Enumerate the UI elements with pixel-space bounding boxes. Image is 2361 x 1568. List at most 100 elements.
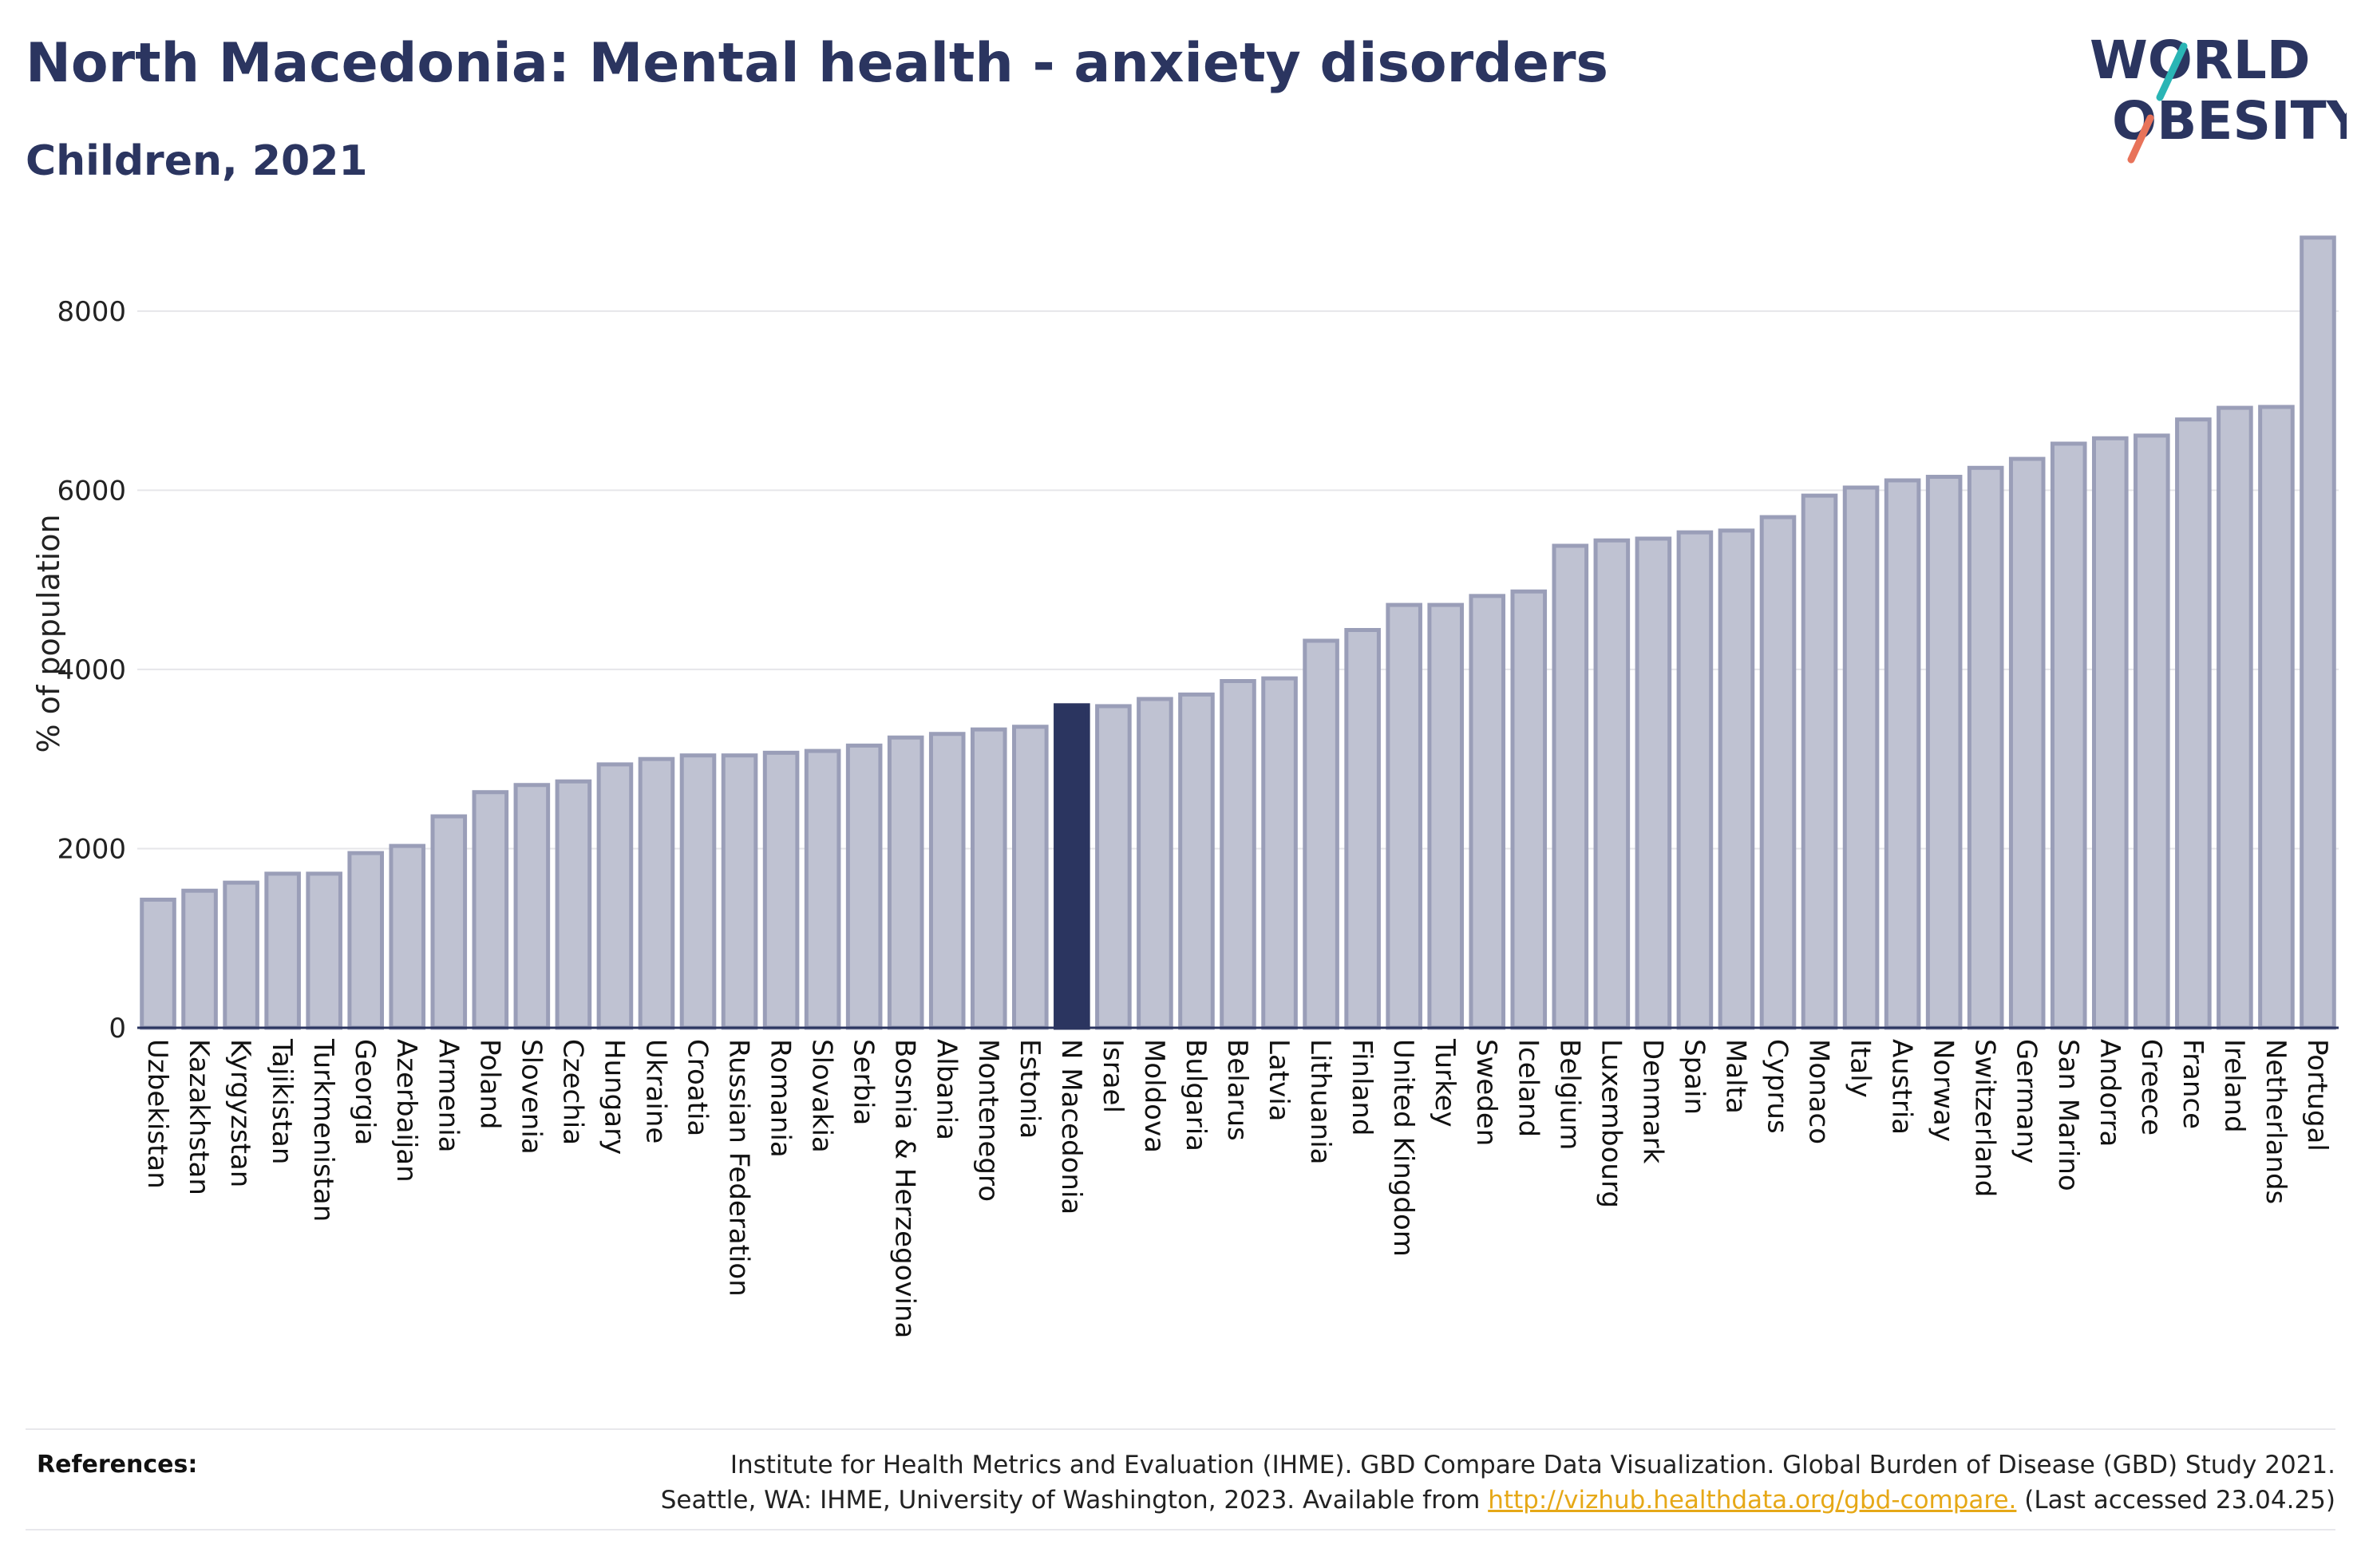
x-tick-label: Austria [1886,1039,1918,1135]
references-label: References: [37,1451,198,1479]
x-tick-label: Tajikistan [266,1038,298,1164]
x-tick-label: Luxembourg [1595,1039,1627,1208]
y-tick-label: 2000 [57,833,126,865]
x-tick-label: Lithuania [1304,1039,1336,1164]
bar [264,871,301,1030]
bar [555,779,592,1030]
x-tick-label: Poland [473,1039,505,1130]
x-tick-label: Denmark [1636,1039,1668,1164]
references-line-2: Seattle, WA: IHME, University of Washing… [661,1483,2335,1518]
x-tick-label: Slovenia [515,1039,547,1155]
bar [430,814,468,1030]
bar [389,843,426,1030]
gbd-compare-link[interactable]: http://vizhub.healthdata.org/gbd-compare… [1488,1486,2017,1515]
bar [2008,456,2046,1030]
x-tick-label: Monaco [1803,1039,1835,1144]
x-tick-label: Greece [2135,1039,2167,1136]
bar [804,748,841,1030]
bar [845,743,883,1030]
x-tick-label: Germany [2011,1039,2043,1163]
x-tick-label: Portugal [2301,1039,2333,1151]
references-line-1: Institute for Health Metrics and Evaluat… [730,1451,2335,1479]
bar [1261,676,1298,1030]
bar-highlight [1054,703,1090,1030]
y-axis-label: % of population [31,514,66,752]
x-tick-label: Ukraine [639,1039,671,1143]
bar [1884,478,1921,1030]
bar [970,727,1007,1030]
bar [1925,475,1963,1030]
bar [472,790,509,1030]
chart-title: North Macedonia: Mental health - anxiety… [26,32,1608,95]
x-tick-label: Italy [1845,1039,1877,1098]
x-tick-label: Moldova [1138,1039,1170,1153]
bar [2050,441,2087,1030]
x-tick-label: Georgia [349,1039,381,1145]
x-tick-label: Ireland [2218,1039,2250,1133]
bar [2217,405,2253,1030]
references-panel: References: Institute for Health Metrics… [26,1428,2335,1530]
x-tick-label: San Marino [2052,1039,2084,1191]
x-tick-label: Iceland [1512,1039,1544,1137]
bar [762,750,800,1030]
bar [1718,528,1755,1030]
bar [347,851,385,1030]
svg-text:WORLD: WORLD [2090,30,2311,91]
bar [513,783,551,1030]
bar-chart: 0 2000 4000 6000 8000 % of population Uzbekist… [31,235,2339,1338]
x-tick-label: Andorra [2094,1039,2126,1147]
world-obesity-logo: WORLD OBESITY [2090,30,2347,164]
bar [887,735,924,1030]
x-tick-label: Belgium [1553,1039,1585,1150]
bar [140,897,176,1030]
x-tick-label: Latvia [1263,1039,1295,1122]
y-tick-label: 6000 [57,475,126,507]
y-tick-label: 0 [109,1013,126,1045]
bar [1635,536,1672,1030]
x-tick-label: N Macedonia [1055,1039,1087,1215]
bar [1967,465,2004,1030]
bar [1137,697,1173,1030]
bar [1469,594,1506,1030]
y-tick-label: 4000 [57,654,126,686]
x-tick-label: Norway [1928,1039,1960,1142]
bar [1676,530,1714,1030]
bar [1386,602,1422,1030]
x-tick-label: Croatia [682,1039,714,1136]
x-tick-label: Armenia [432,1039,464,1153]
bar [1095,704,1132,1030]
bar [2258,405,2295,1030]
x-tick-label: Netherlands [2260,1039,2292,1204]
x-tick-label: Kyrgyzstan [224,1039,256,1187]
x-tick-label: Serbia [848,1039,880,1125]
references-line-2-prefix: Seattle, WA: IHME, University of Washing… [660,1486,1489,1515]
bar [1427,602,1464,1030]
bar [721,753,758,1030]
bar [2134,433,2170,1030]
bar [679,753,717,1030]
bar [2175,417,2212,1030]
x-tick-label: Malta [1719,1039,1751,1114]
x-tick-label: Romania [765,1039,797,1158]
references-line-2-suffix: (Last accessed 23.04.25) [2016,1486,2335,1515]
x-tick-label: Hungary [598,1039,630,1155]
x-tick-label: Bosnia & Herzegovina [889,1039,921,1338]
x-tick-label: France [2177,1039,2209,1129]
chart-subtitle: Children, 2021 [26,137,368,185]
x-tick-label: Turkey [1429,1038,1461,1128]
x-tick-label: Cyprus [1761,1039,1793,1134]
bar [306,871,342,1030]
bar [1178,692,1215,1030]
x-tick-label: Azerbaijan [390,1039,422,1183]
y-tick-label: 8000 [57,296,126,328]
x-tick-label: Israel [1097,1039,1129,1113]
x-tick-label: Belarus [1221,1039,1253,1141]
bar [181,888,218,1030]
bar [1593,538,1631,1030]
references-text: Institute for Health Metrics and Evaluat… [661,1448,2335,1518]
x-tick-label: Montenegro [972,1039,1004,1202]
bar [928,732,966,1030]
bar [223,880,259,1030]
x-tick-label: Uzbekistan [141,1039,173,1189]
bar [1552,543,1589,1030]
